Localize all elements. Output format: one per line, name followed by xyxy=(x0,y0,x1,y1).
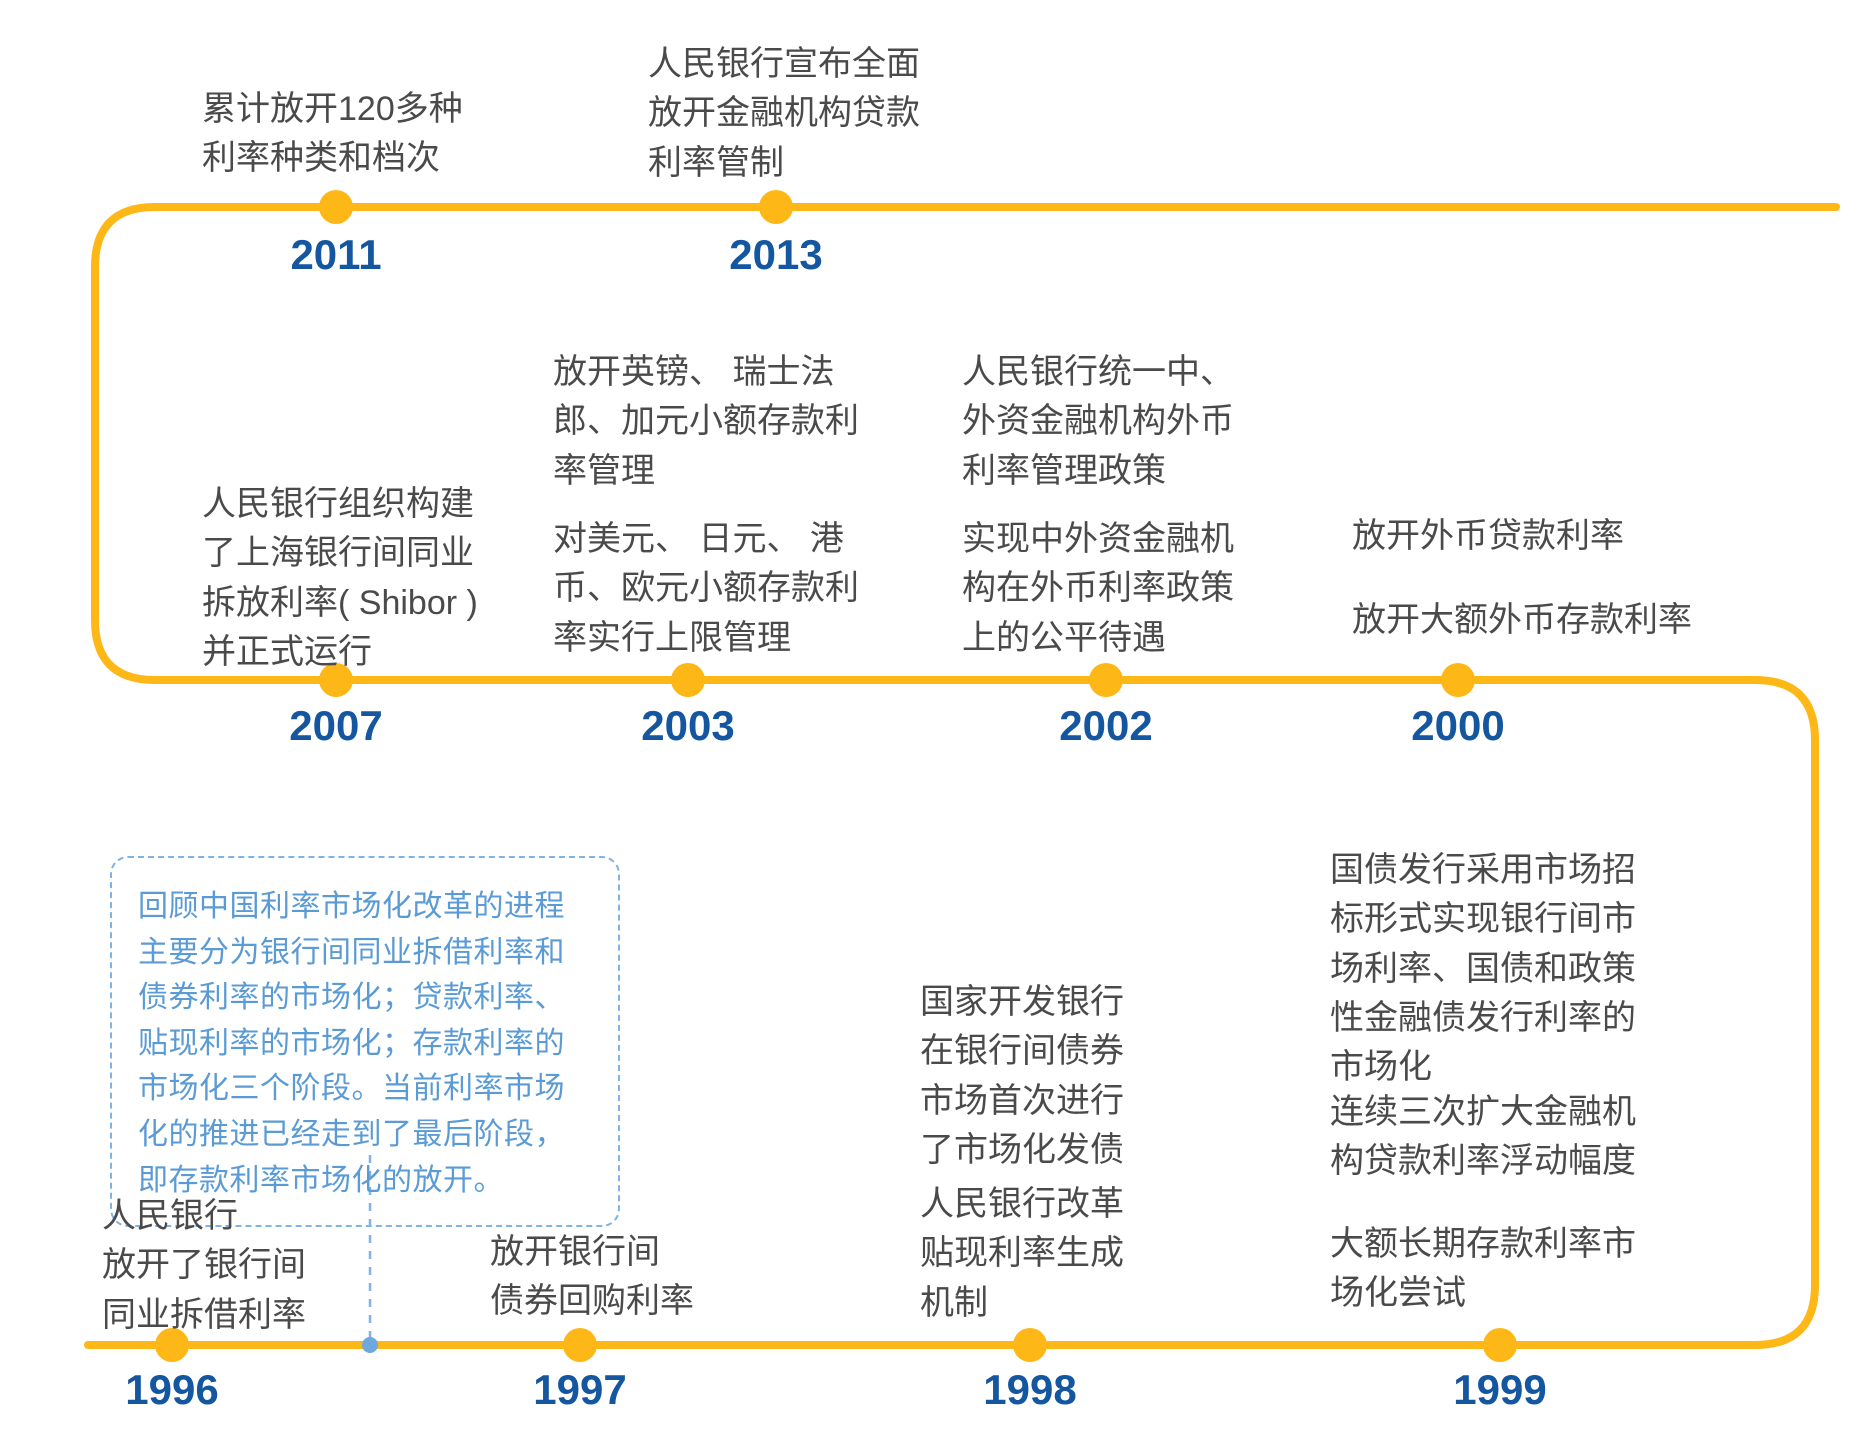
year-label-2007[interactable]: 2007 xyxy=(289,702,383,749)
timeline-dot-1999[interactable] xyxy=(1483,1328,1517,1362)
year-label-2011[interactable]: 2011 xyxy=(290,231,382,278)
timeline-dot-2013[interactable] xyxy=(759,190,793,224)
event-note-2002-2: 实现中外资金融机 构在外币利率政策 上的公平待遇 xyxy=(962,520,1234,657)
timeline-dot-2007[interactable] xyxy=(319,663,353,697)
timeline-dot-callout[interactable] xyxy=(362,1337,378,1353)
timeline-dot-2002[interactable] xyxy=(1089,663,1123,697)
timeline-dot-1996[interactable] xyxy=(155,1328,189,1362)
year-label-1996[interactable]: 1996 xyxy=(125,1366,219,1413)
event-note-1997-1: 放开银行间 债券回购利率 xyxy=(490,1233,694,1321)
year-label-2013[interactable]: 2013 xyxy=(729,231,823,278)
year-label-2003[interactable]: 2003 xyxy=(641,702,735,749)
callout-box: 回顾中国利率市场化改革的进程主要分为银行间同业拆借利率和债券利率的市场化；贷款利… xyxy=(110,856,620,1228)
year-label-1997[interactable]: 1997 xyxy=(533,1366,627,1413)
event-note-2003-1: 放开英镑、 瑞士法 郎、加元小额存款利 率管理 xyxy=(553,353,859,490)
event-note-1999-1: 国债发行采用市场招 标形式实现银行间市 场利率、国债和政策 性金融债发行利率的 … xyxy=(1330,851,1636,1087)
callout-text: 回顾中国利率市场化改革的进程主要分为银行间同业拆借利率和债券利率的市场化；贷款利… xyxy=(138,890,565,1197)
event-note-1998-1: 国家开发银行 在银行间债券 市场首次进行 了市场化发债 xyxy=(920,983,1124,1169)
event-note-1999-2: 连续三次扩大金融机 构贷款利率浮动幅度 xyxy=(1330,1093,1636,1181)
event-note-1998-2: 人民银行改革 贴现利率生成 机制 xyxy=(920,1185,1124,1322)
timeline-dot-2003[interactable] xyxy=(671,663,705,697)
timeline-dot-2011[interactable] xyxy=(319,190,353,224)
event-note-2011-1: 累计放开120多种 利率种类和档次 xyxy=(202,90,463,178)
event-note-2013-1: 人民银行宣布全面 放开金融机构贷款 利率管制 xyxy=(648,45,920,182)
event-note-2000-2: 放开大额外币存款利率 xyxy=(1352,601,1692,639)
timeline-dot-1998[interactable] xyxy=(1013,1328,1047,1362)
event-note-2003-2: 对美元、 日元、 港 币、欧元小额存款利 率实行上限管理 xyxy=(553,520,859,657)
event-note-2000-1: 放开外币贷款利率 xyxy=(1352,517,1624,555)
event-note-2007-1: 人民银行组织构建 了上海银行间同业 拆放利率( Shibor ) 并正式运行 xyxy=(202,485,478,671)
event-note-1996-1: 人民银行 放开了银行间 同业拆借利率 xyxy=(102,1197,306,1334)
event-note-2002-1: 人民银行统一中、 外资金融机构外币 利率管理政策 xyxy=(962,353,1234,490)
event-note-1999-3: 大额长期存款利率市 场化尝试 xyxy=(1330,1225,1636,1313)
year-label-1999[interactable]: 1999 xyxy=(1453,1366,1547,1413)
year-label-2002[interactable]: 2002 xyxy=(1059,702,1153,749)
year-label-2000[interactable]: 2000 xyxy=(1411,702,1505,749)
timeline-dot-2000[interactable] xyxy=(1441,663,1475,697)
year-label-1998[interactable]: 1998 xyxy=(983,1366,1077,1413)
timeline-dot-1997[interactable] xyxy=(563,1328,597,1362)
